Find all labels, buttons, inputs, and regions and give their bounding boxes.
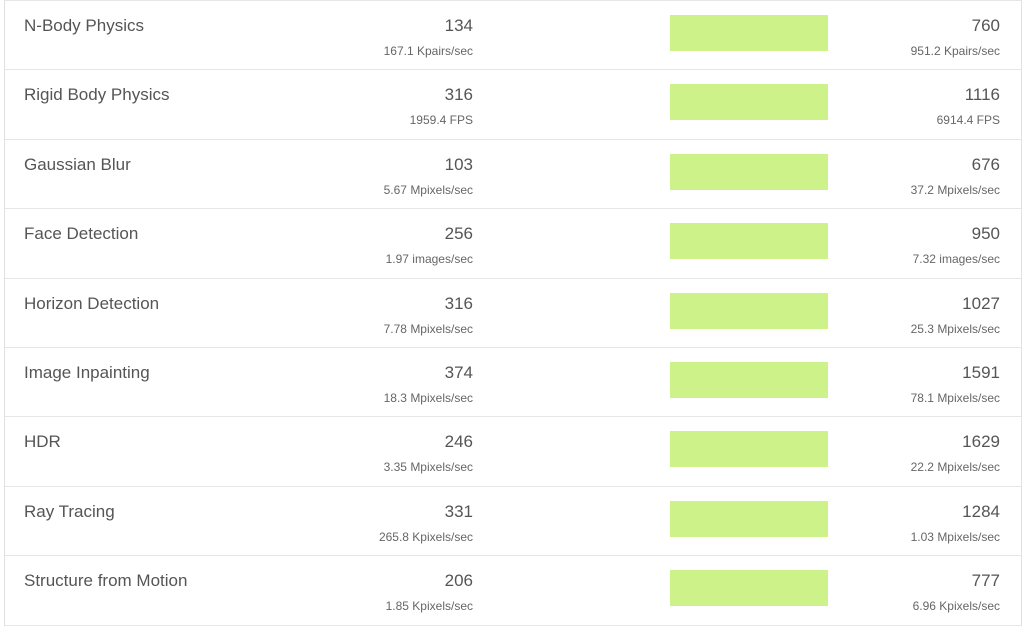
benchmark-name: Structure from Motion [24,571,188,591]
benchmark-name: Rigid Body Physics [24,85,170,105]
score-b: 676 [971,154,1000,174]
rate-b: 25.3 Mpixels/sec [910,321,1000,336]
rate-a: 1.97 images/sec [385,252,473,267]
table-row: Horizon Detection 316 7.78 Mpixels/sec 1… [5,279,1021,348]
rate-a: 167.1 Kpairs/sec [383,44,473,58]
rate-a: 1.85 Kpixels/sec [385,599,473,614]
benchmark-name: Horizon Detection [24,293,160,313]
table-row: Structure from Motion 206 1.85 Kpixels/s… [5,556,1021,626]
comparison-bar [670,361,828,398]
table-row: Image Inpainting 374 18.3 Mpixels/sec 15… [5,348,1021,418]
rate-a: 18.3 Mpixels/sec [383,390,473,405]
comparison-bar [670,223,828,260]
score-a: 134 [444,16,473,35]
table-row: N-Body Physics 134 167.1 Kpairs/sec 760 … [5,1,1021,71]
table-row: Face Detection 256 1.97 images/sec 950 7… [5,209,1021,279]
score-b: 1027 [962,293,1000,313]
score-a: 316 [444,85,473,105]
table-row: Rigid Body Physics 316 1959.4 FPS 1116 6… [5,70,1021,140]
score-b: 777 [971,571,1000,591]
rate-b: 78.1 Mpixels/sec [910,390,1000,405]
score-a: 256 [444,224,473,244]
rate-b: 6914.4 FPS [936,113,1000,128]
rate-a: 3.35 Mpixels/sec [383,460,473,475]
score-b: 950 [971,224,1000,244]
score-b: 1591 [962,362,1000,382]
comparison-bar [670,431,828,468]
score-a: 374 [444,362,473,382]
benchmark-name: Ray Tracing [24,501,115,521]
comparison-bar [670,500,828,537]
score-a: 331 [444,501,473,521]
score-a: 103 [444,154,473,174]
benchmark-name: N-Body Physics [24,16,144,35]
rate-b: 1.03 Mpixels/sec [910,529,1000,544]
score-a: 206 [444,571,473,591]
rate-a: 7.78 Mpixels/sec [383,321,473,336]
rate-b: 22.2 Mpixels/sec [910,460,1000,475]
rate-b: 7.32 images/sec [912,252,1000,267]
comparison-bar [670,15,828,51]
comparison-bar [670,153,828,190]
benchmark-name: Gaussian Blur [24,154,131,174]
score-b: 1284 [962,501,1000,521]
rate-b: 37.2 Mpixels/sec [910,182,1000,197]
benchmark-name: Image Inpainting [24,362,150,382]
comparison-bar [670,292,828,329]
score-b: 760 [971,16,1000,35]
table-row: Gaussian Blur 103 5.67 Mpixels/sec 676 3… [5,140,1021,210]
rate-b: 951.2 Kpairs/sec [910,44,1000,58]
comparison-bar [670,84,828,121]
comparison-bar [670,570,828,607]
score-a: 316 [444,293,473,313]
rate-a: 5.67 Mpixels/sec [383,182,473,197]
table-row: Ray Tracing 331 265.8 Kpixels/sec 1284 1… [5,487,1021,557]
benchmark-comparison-table: N-Body Physics 134 167.1 Kpairs/sec 760 … [4,0,1022,626]
score-b: 1629 [962,432,1000,452]
rate-a: 265.8 Kpixels/sec [378,529,473,544]
table-row: HDR 246 3.35 Mpixels/sec 1629 22.2 Mpixe… [5,417,1021,487]
score-a: 246 [444,432,473,452]
benchmark-name: Face Detection [24,224,139,244]
benchmark-name: HDR [24,432,61,452]
rate-b: 6.96 Kpixels/sec [912,599,1000,614]
rate-a: 1959.4 FPS [409,113,473,128]
score-b: 1116 [964,85,1000,105]
